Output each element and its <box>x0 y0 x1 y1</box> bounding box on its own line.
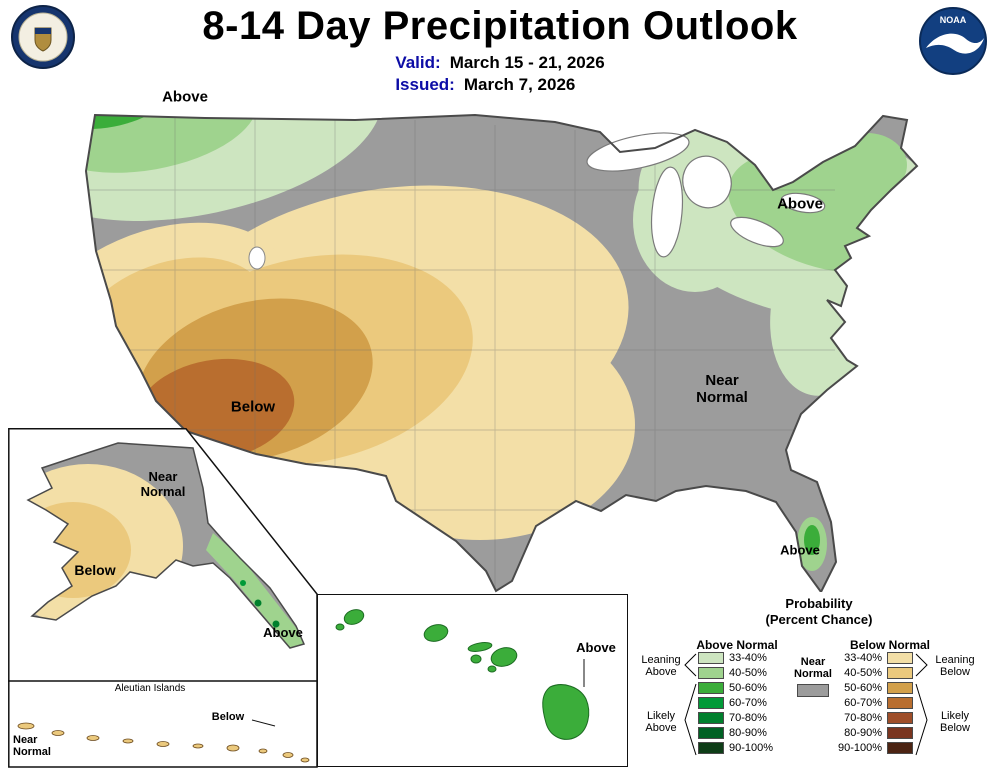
issued-line: Issued: March 7, 2026 <box>395 74 604 96</box>
noaa-gull-icon <box>926 33 984 54</box>
near-normal-label: Near Normal <box>794 656 832 680</box>
alaska-outline <box>26 442 306 649</box>
alaska-map <box>8 428 318 768</box>
below-swatch-6 <box>887 742 913 754</box>
above-normal-scale: 33-40% 40-50% 50-60% 60-70% 70-80% 80-90% 90-1… <box>698 652 773 754</box>
great-lakes <box>586 132 826 258</box>
below-range-label: 33-40% <box>844 652 882 664</box>
noaa-logo: NOAA <box>918 6 988 81</box>
hawaii-map <box>335 609 590 740</box>
conus-map <box>84 113 919 594</box>
legend-below-row: 60-70% <box>836 697 913 709</box>
legend-below-row: 33-40% <box>836 652 913 664</box>
legend-title: Probability (Percent Chance) <box>640 596 998 628</box>
above-swatch-5 <box>698 727 724 739</box>
above-range-label: 70-80% <box>729 712 767 724</box>
above-swatch-6 <box>698 742 724 754</box>
aleutian-islands-title: Aleutian Islands <box>114 683 186 694</box>
label-southeast-near-normal: Near Normal <box>696 372 748 406</box>
state-borders <box>86 115 845 592</box>
below-range-label: 40-50% <box>844 667 882 679</box>
below-normal-header: Below Normal <box>849 638 930 652</box>
legend-title-line2: (Percent Chance) <box>765 612 873 627</box>
above-range-label: 60-70% <box>729 697 767 709</box>
label-southwest-below: Below <box>230 398 276 416</box>
below-swatch-5 <box>887 727 913 739</box>
below-swatch-3 <box>887 697 913 709</box>
above-swatch-1 <box>698 667 724 679</box>
legend-above-row: 50-60% <box>698 682 773 694</box>
legend-below-row: 90-100% <box>836 742 913 754</box>
below-range-label: 50-60% <box>844 682 882 694</box>
above-range-label: 90-100% <box>729 742 774 754</box>
above-range-label: 40-50% <box>729 667 767 679</box>
legend-title-line1: Probability <box>785 596 853 611</box>
alaska-below-label: Below <box>74 562 116 578</box>
likely-below-label: Likely Below <box>940 710 970 734</box>
below-swatch-4 <box>887 712 913 724</box>
legend-above-row: 90-100% <box>698 742 773 754</box>
valid-value: March 15 - 21, 2026 <box>449 53 605 72</box>
issued-label: Issued: <box>395 75 455 94</box>
label-northwest-above: Above <box>162 88 208 106</box>
noaa-seal-icon: NOAA <box>919 7 987 75</box>
legend-above-row: 80-90% <box>698 727 773 739</box>
legend-above-row: 33-40% <box>698 652 773 664</box>
aleutian-near-normal-label: Near Normal <box>13 734 51 759</box>
above-swatch-0 <box>698 652 724 664</box>
leaning-above-label: Leaning Above <box>641 654 681 678</box>
label-northeast-above: Above <box>777 195 823 213</box>
legend-above-row: 70-80% <box>698 712 773 724</box>
conus-outline <box>84 113 919 594</box>
below-range-label: 70-80% <box>844 712 882 724</box>
noaa-logo-text: NOAA <box>940 15 967 25</box>
legend-below-row: 70-80% <box>836 712 913 724</box>
below-swatch-2 <box>887 682 913 694</box>
alaska-inset: Near Normal Below Above Aleutian Islands… <box>8 428 318 768</box>
above-range-label: 50-60% <box>729 682 767 694</box>
aleutian-below-pointer <box>251 719 276 727</box>
below-normal-scale: 33-40% 40-50% 50-60% 60-70% 70-80% 80-90% 90-1… <box>836 652 913 754</box>
near-normal-key: Near Normal <box>781 656 845 697</box>
legend-above-row: 60-70% <box>698 697 773 709</box>
below-swatch-1 <box>887 667 913 679</box>
above-range-label: 33-40% <box>729 652 767 664</box>
commerce-seal-logo <box>10 4 76 75</box>
probability-legend: Probability (Percent Chance) Above Norma… <box>640 592 998 770</box>
above-swatch-2 <box>698 682 724 694</box>
alaska-near-normal-label: Near Normal <box>140 469 186 499</box>
above-swatch-3 <box>698 697 724 709</box>
above-swatch-4 <box>698 712 724 724</box>
below-range-label: 80-90% <box>844 727 882 739</box>
hawaii-above-label: Above <box>576 640 616 655</box>
below-swatch-0 <box>887 652 913 664</box>
aleutian-below-label: Below <box>211 711 245 723</box>
commerce-seal-icon <box>11 5 75 69</box>
below-range-label: 60-70% <box>844 697 882 709</box>
great-salt-lake <box>248 246 266 270</box>
legend-below-row: 50-60% <box>836 682 913 694</box>
page-title: 8-14 Day Precipitation Outlook <box>202 4 798 48</box>
hawaii-islands <box>335 609 590 740</box>
near-normal-swatch <box>797 684 829 697</box>
legend-below-row: 40-50% <box>836 667 913 679</box>
issued-value: March 7, 2026 <box>463 75 576 94</box>
above-range-label: 80-90% <box>729 727 767 739</box>
valid-line: Valid: March 15 - 21, 2026 <box>395 52 604 74</box>
label-florida-above: Above <box>780 542 820 558</box>
alaska-above-label: Above <box>263 625 303 640</box>
leaning-below-label: Leaning Below <box>935 654 975 678</box>
below-range-label: 90-100% <box>837 742 882 754</box>
aleutian-islands <box>17 722 310 763</box>
legend-below-row: 80-90% <box>836 727 913 739</box>
above-normal-region-florida <box>797 517 827 571</box>
date-block: Valid: March 15 - 21, 2026 Issued: March 7… <box>0 52 1000 96</box>
hawaii-inset: Above <box>317 594 628 767</box>
above-normal-region-northwest <box>86 115 382 221</box>
legend-above-row: 40-50% <box>698 667 773 679</box>
likely-above-label: Likely Above <box>645 710 677 734</box>
above-normal-header: Above Normal <box>696 638 778 652</box>
valid-label: Valid: <box>395 53 441 72</box>
